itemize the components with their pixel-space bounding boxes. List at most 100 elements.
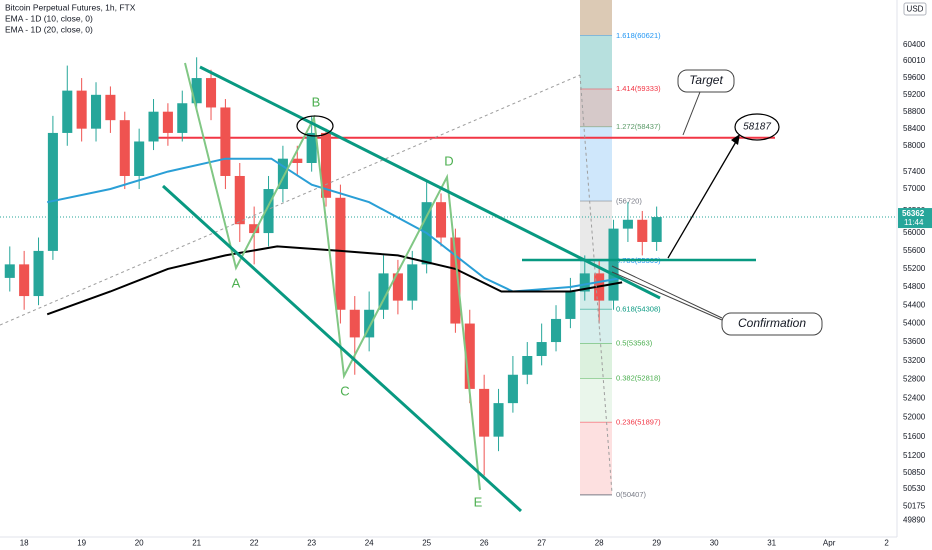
confirmation-box <box>721 312 823 336</box>
x-tick-label: 22 <box>250 539 259 548</box>
y-tick-label: 52400 <box>903 393 926 402</box>
candle-body <box>435 202 447 238</box>
y-tick-label: 58800 <box>903 107 926 116</box>
candle-body <box>550 318 562 343</box>
y-tick-label: 60010 <box>903 56 926 65</box>
candle-body <box>148 111 159 142</box>
fib-label: 1.414(59333) <box>616 84 661 93</box>
wave-path <box>184 62 481 491</box>
candle-body <box>565 291 576 319</box>
candle-body <box>191 78 202 104</box>
y-tick-label: 54000 <box>903 319 926 328</box>
arrow-head <box>731 134 740 145</box>
candle-body <box>105 94 116 121</box>
candle-body <box>651 217 662 242</box>
candle-body <box>47 132 58 251</box>
fib-label: 1.272(58437) <box>616 122 661 131</box>
drawings <box>0 62 823 513</box>
candle-body <box>364 309 375 338</box>
candle-body <box>90 94 102 129</box>
currency: USD <box>907 5 924 14</box>
candle-body <box>205 78 217 108</box>
candle-body <box>162 111 173 133</box>
last-price-time: 11:44 <box>904 218 924 227</box>
y-tick-label: 57000 <box>903 184 926 193</box>
x-tick-label: 28 <box>595 539 604 548</box>
wave-label: B <box>312 94 321 109</box>
wave-label: A <box>232 275 241 290</box>
y-tick-label: 55200 <box>903 264 926 273</box>
fib-band <box>580 127 612 202</box>
fib-label: 0(50407) <box>616 490 647 499</box>
x-tick-label: 27 <box>537 539 546 548</box>
legend-entry: EMA - 1D (20, close, 0) <box>5 24 93 34</box>
wave-label: E <box>474 494 483 509</box>
y-tick-label: 50175 <box>903 501 926 510</box>
candle-body <box>234 175 245 225</box>
fib-label: 0.236(51897) <box>616 417 661 426</box>
wave-label: C <box>340 383 349 398</box>
candle-body <box>76 90 87 129</box>
x-tick-label: 25 <box>422 539 431 548</box>
candle-body <box>134 141 145 176</box>
x-tick-label: 21 <box>192 539 201 548</box>
candle-body <box>19 264 30 297</box>
candle-body <box>320 132 332 198</box>
y-tick-label: 58000 <box>903 141 926 150</box>
candle-body <box>292 158 303 163</box>
fib-label: 1.618(60621) <box>616 31 661 40</box>
arrow <box>667 139 738 259</box>
confirmation-text: Confirmation <box>738 316 806 330</box>
y-tick-label: 55600 <box>903 246 926 255</box>
fib-label: 0.618(54308) <box>616 304 661 313</box>
candle-body <box>507 374 518 404</box>
y-tick-label: 54800 <box>903 282 926 291</box>
ema-line <box>46 245 623 316</box>
axes: 60400 60010 59600 59200 58800 58400 58000 57400… <box>20 40 932 548</box>
highlight-ellipse <box>296 115 334 137</box>
candle-body <box>536 342 547 357</box>
candle-body <box>392 273 403 301</box>
candle-body <box>277 158 288 190</box>
target-ellipse <box>734 113 780 141</box>
fib-band <box>580 422 612 495</box>
x-tick-label: 18 <box>20 539 29 548</box>
candle-body <box>378 273 389 310</box>
x-tick-label: 19 <box>77 539 86 548</box>
wedge-lower <box>161 184 523 513</box>
chart-title: Bitcoin Perpetual Futures, 1h, FTX <box>5 2 136 12</box>
y-tick-label: 54400 <box>903 300 926 309</box>
ema-line <box>46 157 623 293</box>
x-tick-label: 30 <box>710 539 719 548</box>
candle-body <box>177 103 188 133</box>
dashed-trend <box>579 74 613 494</box>
fib-band <box>580 89 612 128</box>
price-axis <box>897 0 932 550</box>
target-text: Target <box>689 73 723 87</box>
fib-band <box>580 309 612 344</box>
callout-line <box>611 271 723 321</box>
callout-line <box>682 91 701 136</box>
fib-band <box>580 201 612 262</box>
fib-label: 0.382(52818) <box>616 374 661 383</box>
last-price-tag <box>898 208 932 229</box>
y-tick-label: 51600 <box>903 432 926 441</box>
y-tick-label: 60400 <box>903 40 926 49</box>
candle-body <box>349 309 360 338</box>
candle-body <box>522 356 533 375</box>
x-tick-label: 29 <box>652 539 661 548</box>
x-tick-label: 24 <box>365 539 374 548</box>
fib-retracement: 1.618(60621) 1.414(59333) 1.272(58437) (567… <box>580 0 661 499</box>
y-tick-label: 59600 <box>903 73 926 82</box>
wave-label: D <box>444 153 453 168</box>
candle-body <box>407 264 418 301</box>
y-tick-label: 50850 <box>903 468 926 477</box>
y-tick-label: 53600 <box>903 337 926 346</box>
fib-band <box>580 378 612 423</box>
y-tick-label: 59200 <box>903 90 926 99</box>
candle-body <box>608 228 619 301</box>
candle-body <box>493 403 504 437</box>
y-tick-label: 52000 <box>903 413 926 422</box>
candle-body <box>637 219 648 242</box>
